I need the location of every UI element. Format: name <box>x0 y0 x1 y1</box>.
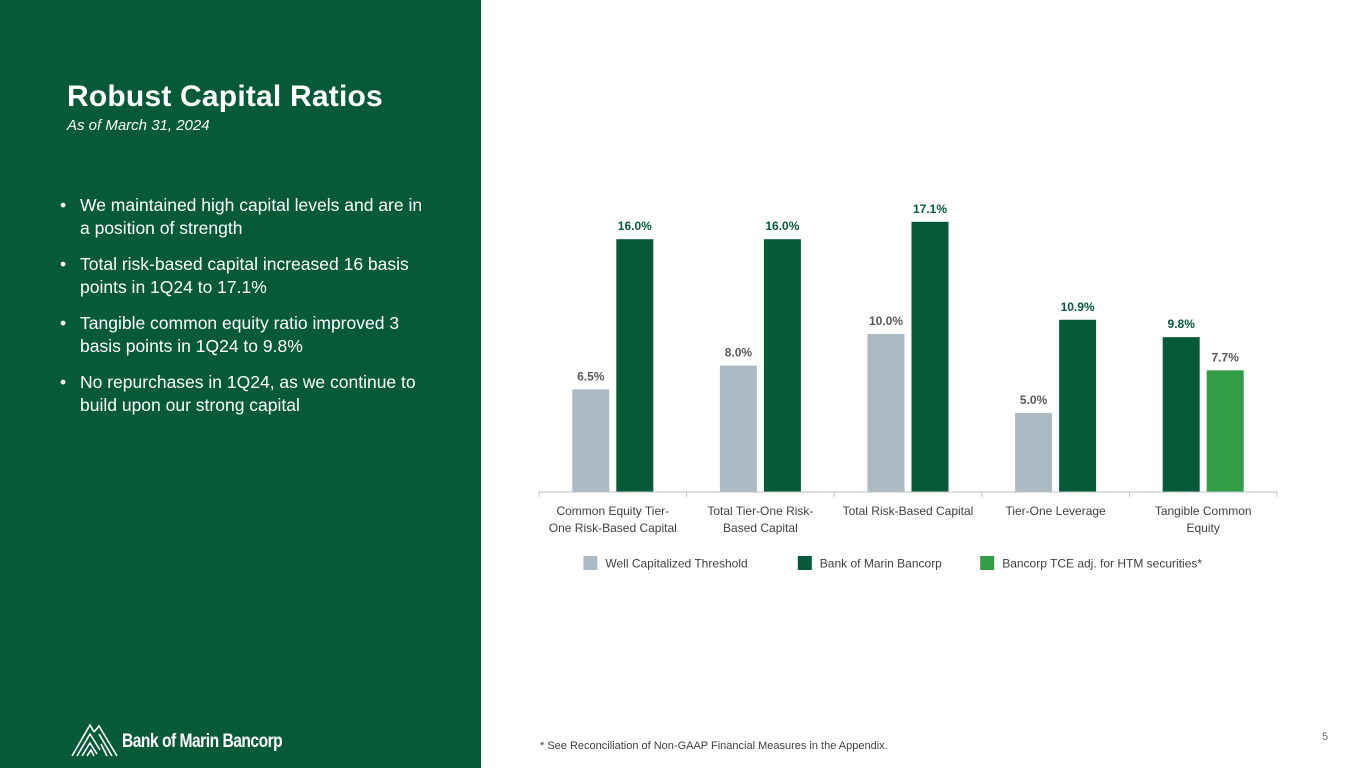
page-number: 5 <box>1322 731 1329 743</box>
category-label: Total Tier-One Risk- <box>707 504 813 518</box>
bar <box>1059 319 1097 492</box>
bullet-icon: • <box>60 313 67 333</box>
legend-label: Well Capitalized Threshold <box>605 557 747 571</box>
bar <box>911 221 949 492</box>
category-label: Tangible Common <box>1155 504 1252 518</box>
data-label: 7.7% <box>1212 350 1240 364</box>
bullet-text: Total risk-based capital increased 16 ba… <box>80 254 409 297</box>
slide-subtitle: As of March 31, 2024 <box>67 117 210 134</box>
bar <box>867 334 905 492</box>
bar <box>572 389 610 492</box>
category-label: Equity <box>1187 521 1220 535</box>
data-label: 17.1% <box>913 202 947 216</box>
bullet-icon: • <box>60 372 67 392</box>
legend-swatch <box>980 556 995 570</box>
data-label: 6.5% <box>577 369 605 383</box>
footnote: * See Reconciliation of Non-GAAP Financi… <box>540 740 888 752</box>
category-label: Tier-One Leverage <box>1005 504 1106 518</box>
bar <box>616 239 654 492</box>
bank-logo: Bank of Marin Bancorp <box>70 720 300 760</box>
legend-swatch <box>583 556 598 570</box>
data-label: 9.8% <box>1168 317 1196 331</box>
data-label: 16.0% <box>765 219 799 233</box>
legend-label: Bank of Marin Bancorp <box>820 557 942 571</box>
data-label: 10.0% <box>869 314 903 328</box>
data-label: 16.0% <box>618 219 652 233</box>
logo-text: Bank of Marin Bancorp <box>122 731 283 752</box>
bar <box>1015 413 1053 492</box>
bullet-item: • No repurchases in 1Q24, as we continue … <box>60 371 432 417</box>
bullet-item: • We maintained high capital levels and a… <box>60 194 432 240</box>
bar <box>1206 370 1244 492</box>
bullet-icon: • <box>60 195 67 215</box>
bar <box>763 239 801 492</box>
category-label: Based Capital <box>723 521 798 535</box>
bullet-item: • Total risk-based capital increased 16 b… <box>60 253 432 299</box>
data-label: 5.0% <box>1020 393 1048 407</box>
bar <box>719 365 757 492</box>
data-label: 8.0% <box>725 346 753 360</box>
bullet-text: Tangible common equity ratio improved 3 … <box>80 313 400 356</box>
left-panel: Robust Capital Ratios As of March 31, 20… <box>0 0 481 768</box>
category-label: Common Equity Tier- <box>556 504 669 518</box>
bullet-text: We maintained high capital levels and ar… <box>80 195 423 238</box>
bullet-item: • Tangible common equity ratio improved 3… <box>60 312 432 358</box>
slide-title: Robust Capital Ratios <box>67 80 383 113</box>
bullet-icon: • <box>60 254 67 274</box>
bullet-text: No repurchases in 1Q24, as we continue t… <box>80 372 416 415</box>
data-label: 10.9% <box>1061 300 1095 314</box>
bar <box>1162 337 1200 492</box>
bullet-list: • We maintained high capital levels and a… <box>60 194 432 430</box>
mountain-logo-icon <box>71 723 118 757</box>
legend-label: Bancorp TCE adj. for HTM securities* <box>1002 557 1202 571</box>
legend-swatch <box>797 556 812 570</box>
category-label: Total Risk-Based Capital <box>843 504 974 518</box>
capital-ratios-chart: 6.5% 16.0% Common Equity Tier- One Risk-Bas… <box>538 202 1278 571</box>
category-label: One Risk-Based Capital <box>549 521 677 535</box>
